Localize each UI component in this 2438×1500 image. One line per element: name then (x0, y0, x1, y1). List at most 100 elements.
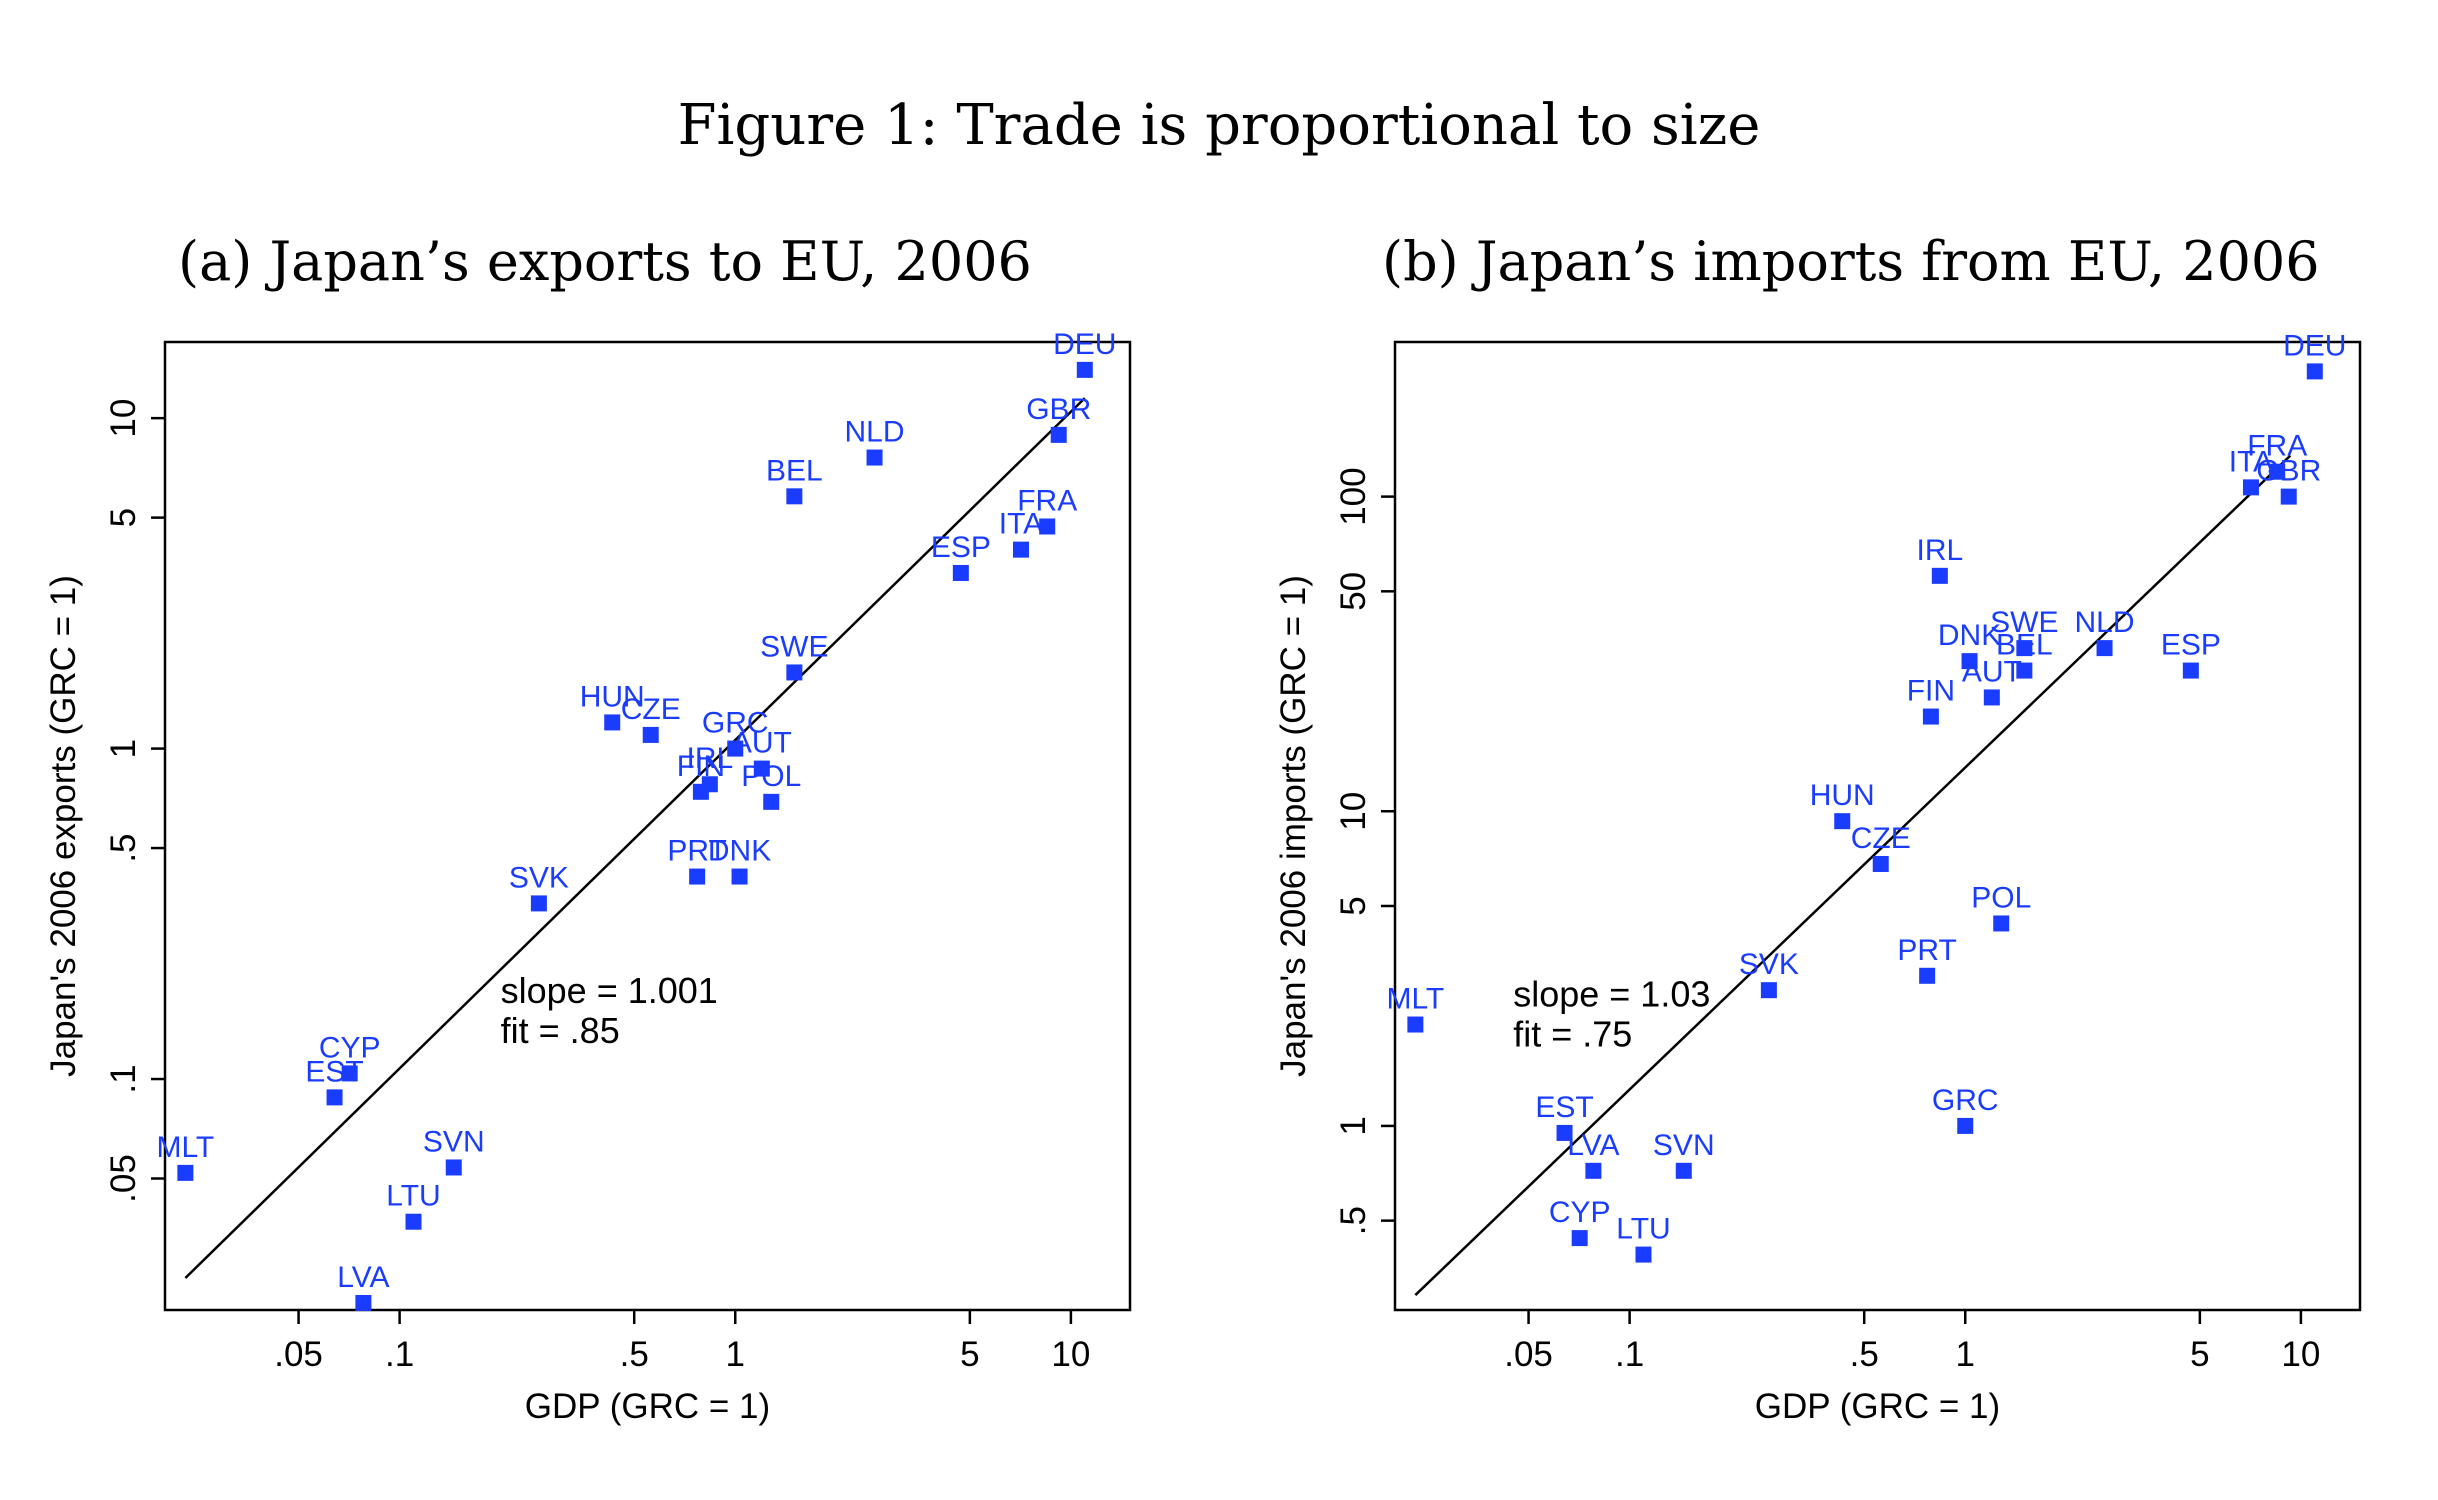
point-marker (1675, 1162, 1692, 1179)
y-tick-label: 5 (104, 508, 143, 527)
point-marker (1585, 1162, 1602, 1179)
point-label: DNK (708, 835, 771, 868)
plot-frame (163, 340, 1132, 1312)
point-label: GBR (1026, 393, 1091, 426)
point-label: NLD (2075, 606, 2135, 639)
point-marker (1961, 653, 1978, 670)
fit-annotation: slope = 1.03 (1513, 973, 1710, 1014)
point-label: BEL (766, 454, 823, 487)
point-label: POL (741, 760, 801, 793)
point-marker (2182, 662, 2199, 679)
point-marker (1760, 982, 1777, 999)
y-tick-label: 10 (1334, 792, 1373, 831)
fit-annotation: fit = .85 (501, 1010, 620, 1051)
x-axis-label: GDP (GRC = 1) (525, 1387, 770, 1426)
point-label: PRT (1897, 934, 1956, 967)
x-tick-label: 5 (960, 1335, 979, 1374)
point-marker (405, 1213, 422, 1230)
point-marker (1993, 915, 2010, 932)
point-label: FRA (2247, 430, 2307, 463)
point-label: LVA (1567, 1129, 1619, 1162)
point-label: DEU (2283, 329, 2346, 362)
point-marker (2280, 488, 2297, 505)
point-label: CZE (1851, 822, 1911, 855)
y-tick-label: 100 (1334, 467, 1373, 525)
point-marker (731, 868, 748, 885)
point-label: AUT (732, 727, 792, 760)
x-tick-label: 10 (1051, 1335, 1090, 1374)
point-marker (692, 783, 709, 800)
point-marker (1931, 567, 1948, 584)
figure-title: Figure 1: Trade is proportional to size (678, 93, 1761, 158)
point-marker (1957, 1117, 1974, 1134)
point-label: EST (1535, 1091, 1593, 1124)
point-label: MLT (1386, 983, 1444, 1016)
y-tick-label: 1 (1334, 1116, 1373, 1135)
point-marker (530, 895, 547, 912)
fit-line (184, 397, 1086, 1279)
point-marker (1834, 813, 1851, 830)
plot-frame (1393, 340, 2362, 1312)
x-tick-label: .1 (385, 1335, 414, 1374)
point-marker (2242, 479, 2259, 496)
x-tick-label: .1 (1615, 1335, 1644, 1374)
point-label: GRC (702, 707, 769, 740)
point-label: GRC (1932, 1084, 1999, 1117)
point-label: SVN (1653, 1129, 1715, 1162)
point-label: LVA (337, 1261, 389, 1294)
point-marker (1407, 1016, 1424, 1033)
x-tick-label: .05 (274, 1335, 323, 1374)
point-marker (2096, 640, 2113, 657)
point-marker (1571, 1230, 1588, 1247)
point-label: SVN (423, 1125, 485, 1158)
point-marker (326, 1089, 343, 1106)
point-marker (1872, 855, 1889, 872)
y-tick-label: .1 (104, 1064, 143, 1093)
point-marker (753, 760, 770, 777)
point-marker (952, 564, 969, 581)
point-marker (341, 1065, 358, 1082)
x-tick-label: 1 (726, 1335, 745, 1374)
panel-exports: (a) Japan’s exports to EU, 2006 .05 .1 .5 1 5… (44, 230, 1132, 1426)
point-label: FIN (1907, 675, 1955, 708)
point-marker (445, 1159, 462, 1176)
panel-imports: (b) Japan’s imports from EU, 2006 .05 .1 .5… (1274, 230, 2362, 1426)
fit-annotation: fit = .75 (1513, 1013, 1632, 1054)
point-marker (2306, 363, 2323, 380)
point-label: CZE (621, 693, 681, 726)
x-tick-label: .5 (620, 1335, 649, 1374)
y-tick-label: 50 (1334, 572, 1373, 611)
point-marker (727, 740, 744, 757)
point-label: SVK (509, 861, 569, 894)
x-tick-label: 10 (2281, 1335, 2320, 1374)
point-label: LTU (1616, 1213, 1670, 1246)
x-tick-label: 5 (2190, 1335, 2209, 1374)
panel-title: (b) Japan’s imports from EU, 2006 (1382, 230, 2320, 293)
point-label: SVK (1739, 948, 1799, 981)
point-marker (866, 449, 883, 466)
point-label: IRL (686, 742, 733, 775)
x-tick-label: .5 (1850, 1335, 1879, 1374)
point-label: ESP (931, 531, 991, 564)
point-label: BEL (1996, 629, 2053, 662)
point-label: NLD (845, 416, 905, 449)
point-marker (1076, 361, 1093, 378)
point-marker (1039, 518, 1056, 535)
point-label: CYP (319, 1031, 381, 1064)
point-marker (1635, 1246, 1652, 1263)
point-marker (604, 714, 621, 731)
y-tick-label: .5 (1334, 1206, 1373, 1235)
x-tick-label: .05 (1504, 1335, 1553, 1374)
point-marker (355, 1294, 372, 1311)
point-marker (642, 726, 659, 743)
point-label: ITA (2229, 445, 2273, 478)
point-marker (2269, 463, 2286, 480)
point-marker (689, 868, 706, 885)
y-tick-label: 10 (104, 399, 143, 438)
point-marker (1556, 1124, 1573, 1141)
point-label: IRL (1916, 534, 1963, 567)
point-label: MLT (156, 1131, 214, 1164)
point-label: HUN (580, 680, 645, 713)
point-label: LTU (386, 1180, 440, 1213)
